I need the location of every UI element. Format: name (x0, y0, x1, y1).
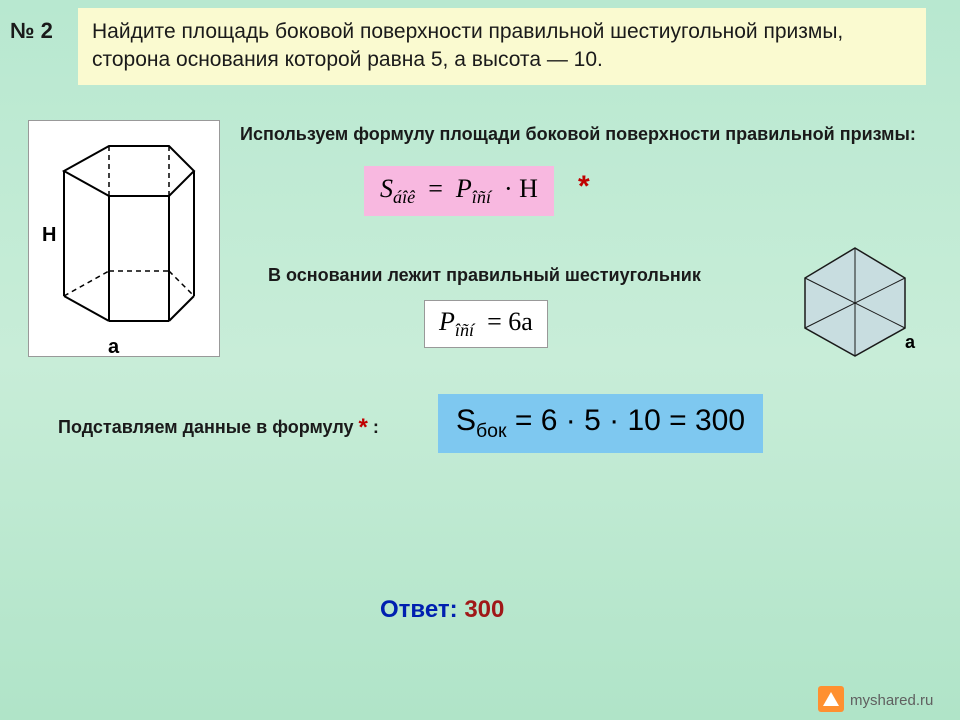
f2-p: P (439, 307, 455, 336)
res-sub: бок (476, 420, 507, 442)
prism-side-label: а (108, 336, 119, 359)
f1-s: S (380, 174, 393, 203)
f1-h: · H (504, 174, 538, 203)
hint3-pre: Подставляем данные в формулу (58, 417, 359, 437)
res-rhs: = 6 · 5 · 10 = 300 (507, 404, 746, 437)
hint-formula: Используем формулу площади боковой повер… (240, 124, 916, 145)
f2-rhs: = 6a (487, 307, 533, 336)
answer-label: Ответ: (380, 596, 464, 623)
problem-number: № 2 (10, 18, 53, 44)
hint-base: В основании лежит правильный шестиугольн… (268, 265, 701, 286)
f2-p-sub: îñí (455, 320, 474, 340)
res-s: S (456, 404, 476, 437)
prism-svg (29, 121, 219, 356)
hexagon-figure (790, 238, 920, 358)
prism-figure (28, 120, 220, 357)
formula-star: * (578, 170, 590, 204)
formula-lateral-area: Sáîê = Pîñí · H (364, 166, 554, 216)
hint-substitute: Подставляем данные в формулу * : (58, 414, 379, 442)
problem-statement: Найдите площадь боковой поверхности прав… (78, 8, 926, 85)
hexagon-svg (790, 238, 920, 358)
hint3-star: * (359, 414, 368, 441)
hexagon-side-label: а (905, 332, 915, 353)
prism-height-label: H (42, 224, 56, 247)
result-calculation: Sбок = 6 · 5 · 10 = 300 (438, 394, 763, 453)
f1-s-sub: áîê (393, 187, 415, 207)
watermark-text: myshared.ru (850, 692, 933, 709)
f1-p: P (456, 174, 472, 203)
f1-p-sub: îñí (472, 187, 491, 207)
watermark: myshared.ru (818, 686, 948, 712)
answer: Ответ: 300 (380, 596, 504, 624)
answer-value: 300 (464, 596, 504, 623)
formula-perimeter: Pîñí = 6a (424, 300, 548, 348)
hint3-post: : (368, 417, 379, 437)
